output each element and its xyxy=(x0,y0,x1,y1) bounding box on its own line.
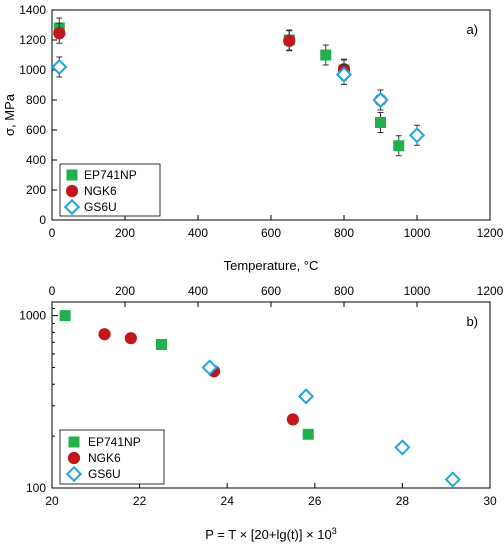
legend-label: NGK6 xyxy=(88,451,121,465)
data-point xyxy=(156,339,167,351)
data-point xyxy=(372,91,389,109)
data-point xyxy=(201,359,218,376)
y-tick-label: 1000 xyxy=(19,63,46,77)
legend-marker xyxy=(68,436,80,448)
legend-label: EP741NP xyxy=(88,435,141,449)
y-tick-label: 1200 xyxy=(19,33,46,47)
top-axis-tick-label: 600 xyxy=(261,284,281,298)
top-axis-tick-label: 200 xyxy=(115,284,135,298)
panel-b-x-axis-label-sup: 3 xyxy=(332,526,337,536)
legend-marker xyxy=(65,184,79,198)
x-tick-label: 1200 xyxy=(477,226,504,240)
data-point xyxy=(283,34,296,47)
y-tick-label: 1400 xyxy=(19,3,46,17)
panel-b-x-axis-label: P = T × [20+lg(t)] × 103 xyxy=(205,526,337,542)
panel-a-ticks: 0 200 400 600 800 1000 1200 0 200 400 600 800 1000 12… xyxy=(19,3,503,240)
top-axis-tick-label: 1000 xyxy=(404,284,431,298)
data-point xyxy=(297,388,315,405)
top-axis-tick-label: 400 xyxy=(188,284,208,298)
data-point xyxy=(320,49,332,61)
y-tick-label: 800 xyxy=(26,93,46,107)
legend-marker xyxy=(63,198,81,216)
legend-label: GS6U xyxy=(84,200,117,214)
y-tick-label: 1000 xyxy=(19,309,46,323)
data-point xyxy=(124,332,137,345)
legend-label: NGK6 xyxy=(84,184,117,198)
top-axis-tick-label: 1200 xyxy=(477,284,504,298)
y-tick-label: 400 xyxy=(26,153,46,167)
x-tick-label: 0 xyxy=(49,226,56,240)
data-point xyxy=(375,117,386,128)
top-axis-tick-label: 0 xyxy=(49,284,56,298)
panel-a: 0 200 400 600 800 1000 1200 0 200 400 600 800 1000 12… xyxy=(2,3,504,273)
top-axis-tick-label: 800 xyxy=(334,284,354,298)
legend-marker xyxy=(67,451,81,465)
x-tick-label: 30 xyxy=(483,494,497,508)
y-tick-label: 0 xyxy=(39,213,46,227)
x-tick-label: 800 xyxy=(334,226,354,240)
data-point xyxy=(335,66,353,83)
x-tick-label: 600 xyxy=(261,226,281,240)
data-point xyxy=(59,310,71,322)
panel-b-x-axis-label-main: P = T × [20+lg(t)] × 10 xyxy=(205,527,331,542)
legend-marker xyxy=(65,465,83,483)
panel-b-legend-entries: EP741NP NGK6 GS6U xyxy=(65,435,141,483)
x-tick-label: 20 xyxy=(45,494,59,508)
panel-a-legend-entries: EP741NP NGK6 GS6U xyxy=(63,168,137,216)
data-point xyxy=(51,58,68,76)
data-point xyxy=(53,27,66,40)
data-point xyxy=(302,428,314,440)
legend-label: EP741NP xyxy=(84,168,137,182)
data-point xyxy=(98,328,111,341)
x-tick-label: 28 xyxy=(396,494,410,508)
x-tick-label: 22 xyxy=(133,494,147,508)
data-point xyxy=(444,471,461,488)
y-tick-label: 600 xyxy=(26,123,46,137)
legend-marker xyxy=(66,169,78,181)
panel-a-points xyxy=(51,17,426,157)
y-tick-label: 100 xyxy=(26,481,46,495)
x-tick-label: 400 xyxy=(188,226,208,240)
x-tick-label: 26 xyxy=(308,494,322,508)
panel-b-points xyxy=(59,310,461,488)
data-point xyxy=(393,140,405,152)
panel-b-label: b) xyxy=(466,314,478,329)
panel-a-y-axis-label: σ, MPa xyxy=(2,93,17,136)
data-point xyxy=(286,413,299,426)
panel-a-x-axis-label: Temperature, °C xyxy=(224,258,319,273)
x-tick-label: 200 xyxy=(115,226,135,240)
data-point xyxy=(394,439,411,456)
y-tick-label: 200 xyxy=(26,183,46,197)
panel-a-label: a) xyxy=(466,22,478,37)
x-tick-label: 1000 xyxy=(404,226,431,240)
data-point xyxy=(408,127,426,144)
x-tick-label: 24 xyxy=(221,494,235,508)
legend-label: GS6U xyxy=(88,467,121,481)
